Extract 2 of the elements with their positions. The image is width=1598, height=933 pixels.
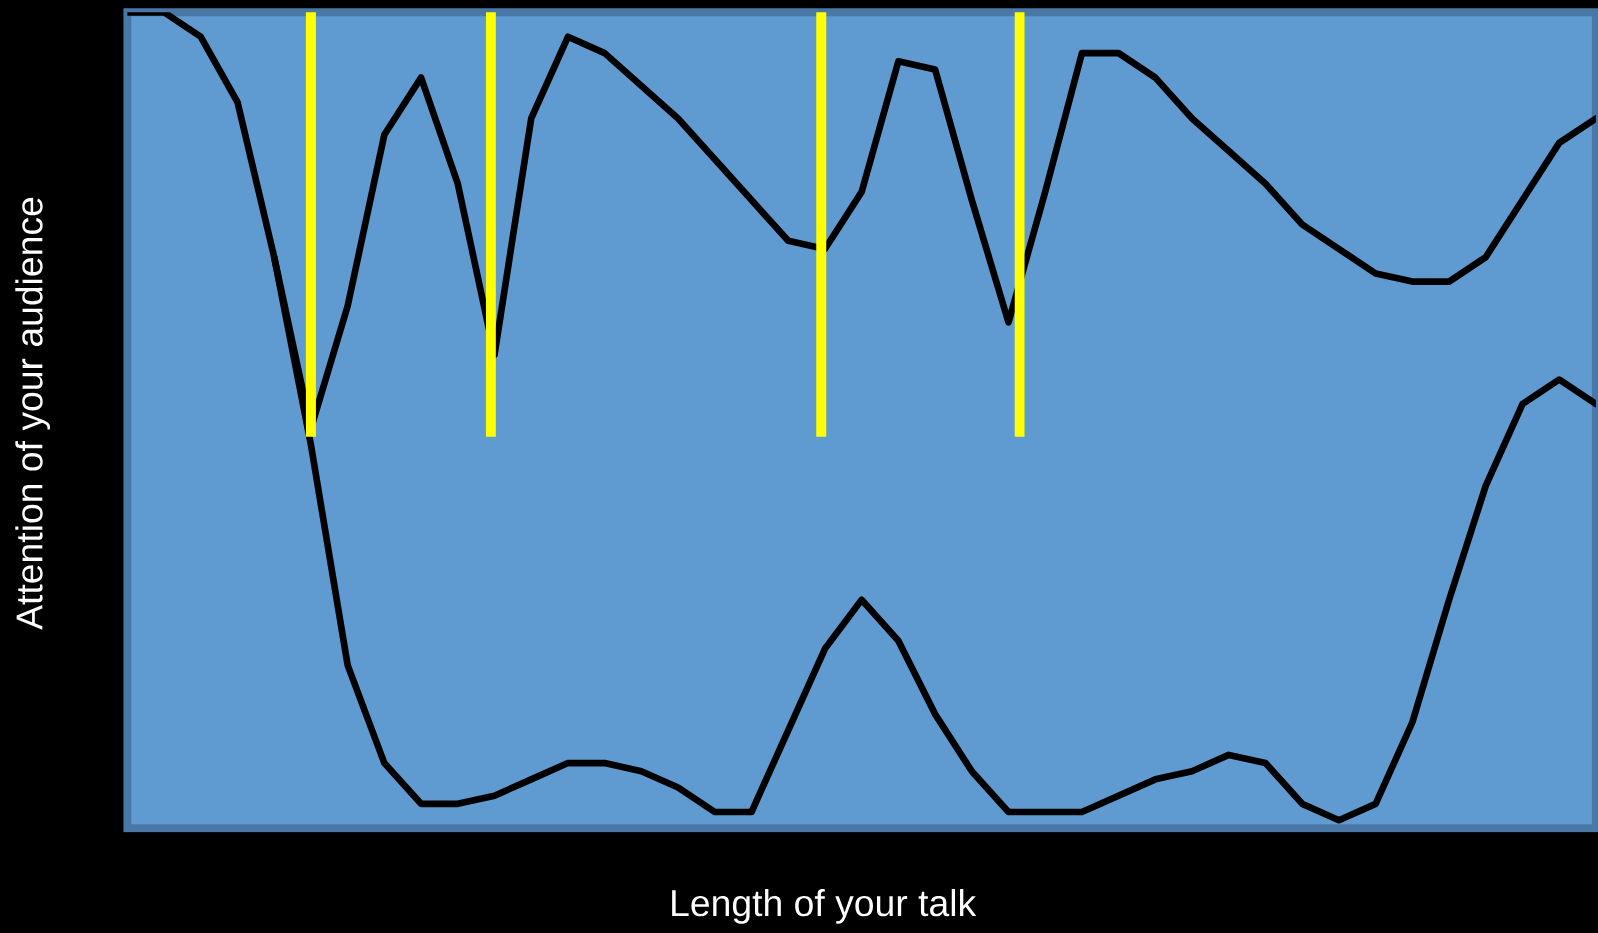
x-axis-title: Length of your talk	[672, 888, 977, 924]
y-axis-title: Attention of your audience	[15, 197, 51, 630]
